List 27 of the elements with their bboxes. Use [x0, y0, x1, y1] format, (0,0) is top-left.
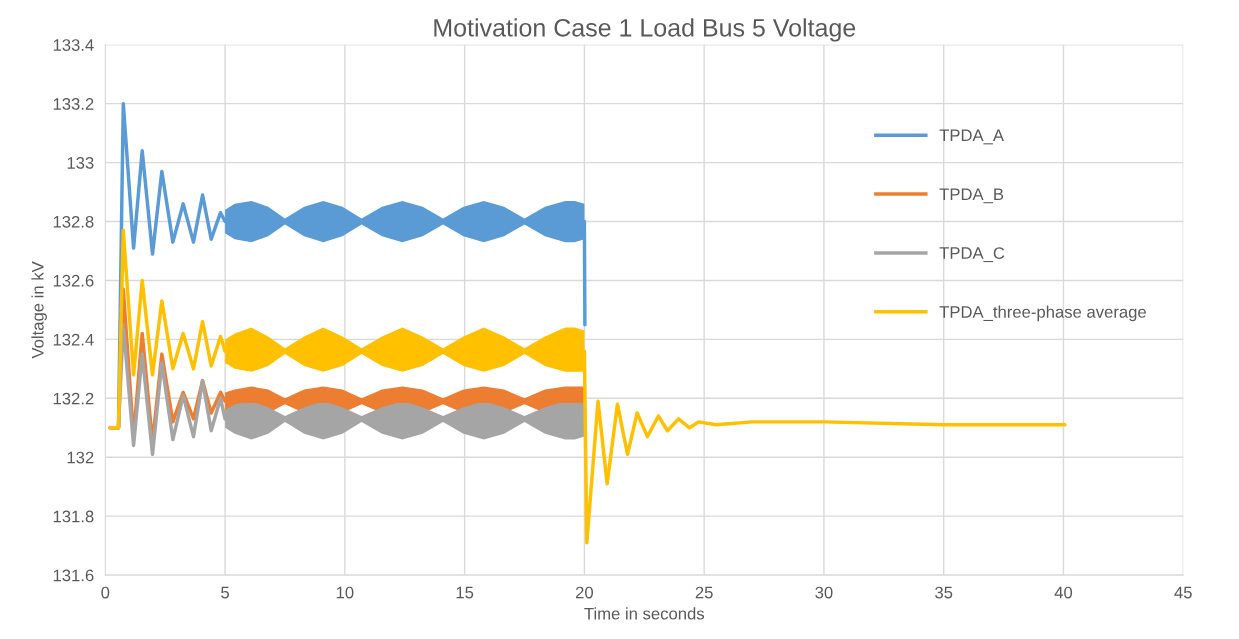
- x-tick-label: 0: [101, 586, 110, 599]
- y-tick-label: 131.6: [53, 569, 94, 582]
- y-tick-label: 131.8: [53, 510, 94, 523]
- x-tick-label: 10: [336, 586, 354, 599]
- x-tick-label: 25: [695, 586, 713, 599]
- x-axis-title: Time in seconds: [584, 607, 705, 620]
- y-tick-label: 133.2: [53, 98, 94, 110]
- y-tick-label: 132.8: [53, 215, 94, 228]
- legend-label: TPDA_three-phase average: [939, 305, 1146, 322]
- x-tick-label: 40: [1054, 586, 1073, 599]
- y-tick-label: 132.6: [53, 274, 94, 287]
- x-tick-label: 30: [815, 586, 833, 599]
- x-tick-label: 15: [456, 586, 474, 599]
- legend-label: TPDA_A: [939, 129, 1004, 145]
- x-tick-label: 20: [575, 586, 594, 599]
- x-tick-label: 35: [935, 586, 953, 599]
- y-tick-label: 133: [67, 156, 94, 169]
- y-axis-title: Voltage in kV: [31, 261, 47, 359]
- y-tick-label: 133.4: [53, 39, 94, 51]
- x-tick-label: 45: [1174, 586, 1192, 599]
- chart-title: Motivation Case 1 Load Bus 5 Voltage: [434, 18, 856, 42]
- legend-label: TPDA_C: [939, 247, 1005, 263]
- x-tick-label: 5: [221, 586, 230, 599]
- legend-label: TPDA_B: [939, 188, 1004, 204]
- y-tick-label: 132.4: [53, 333, 94, 346]
- y-tick-label: 132.2: [53, 392, 94, 405]
- y-tick-label: 132: [67, 451, 94, 464]
